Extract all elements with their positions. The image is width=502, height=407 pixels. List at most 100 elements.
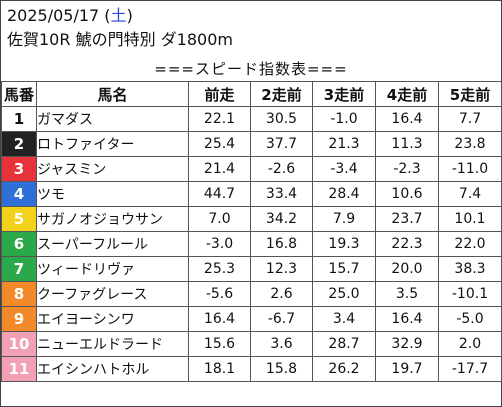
speed-index-value: 12.3: [250, 256, 313, 282]
speed-index-value: -5.0: [438, 306, 502, 332]
speed-index-value: -3.0: [188, 231, 251, 257]
speed-index-value: -1.0: [312, 106, 376, 132]
column-header-3-races-ago: 3走前: [312, 81, 376, 107]
speed-index-value: -6.7: [250, 306, 313, 332]
speed-index-value: 25.0: [312, 281, 376, 307]
speed-index-value: 25.4: [188, 131, 251, 157]
speed-index-value: 7.7: [438, 106, 502, 132]
column-header-last-race: 前走: [188, 81, 251, 107]
speed-index-value: 26.2: [312, 356, 376, 382]
table-row: 4 ツモ 44.7 33.4 28.4 10.6 7.4: [1, 181, 502, 207]
speed-index-value: 44.7: [188, 181, 251, 207]
column-header-2-races-ago: 2走前: [250, 81, 313, 107]
speed-index-value: 16.4: [375, 306, 439, 332]
speed-index-value: 16.4: [375, 106, 439, 132]
horse-number: 10: [1, 331, 37, 357]
speed-index-value: 16.4: [188, 306, 251, 332]
speed-index-value: 3.4: [312, 306, 376, 332]
horse-number: 5: [1, 206, 37, 232]
speed-index-value: 18.1: [188, 356, 251, 382]
horse-name: ニューエルドラード: [36, 331, 189, 357]
speed-index-value: 19.7: [375, 356, 439, 382]
horse-name: ツィードリヴァ: [36, 256, 189, 282]
header-row: 馬番 馬名 前走 2走前 3走前 4走前 5走前: [1, 81, 502, 107]
speed-index-value: 10.6: [375, 181, 439, 207]
race-info: 佐賀10R 鯱の門特別 ダ1800m: [7, 30, 233, 49]
horse-name: ガマダス: [36, 106, 189, 132]
speed-index-value: 15.6: [188, 331, 251, 357]
column-header-horse: 馬名: [36, 81, 189, 107]
speed-index-value: 2.0: [438, 331, 502, 357]
horse-name: ロトファイター: [36, 131, 189, 157]
speed-index-value: 25.3: [188, 256, 251, 282]
speed-index-value: 23.7: [375, 206, 439, 232]
horse-number: 2: [1, 131, 37, 157]
speed-index-value: 23.8: [438, 131, 502, 157]
speed-index-value: 28.7: [312, 331, 376, 357]
date-text: 2025/05/17: [7, 6, 100, 25]
speed-index-value: 20.0: [375, 256, 439, 282]
speed-index-table: 馬番 馬名 前走 2走前 3走前 4走前 5走前 1 ガマダス 22.1 30.5 -1…: [1, 81, 502, 382]
horse-number: 7: [1, 256, 37, 282]
horse-name: クーファグレース: [36, 281, 189, 307]
speed-index-value: 15.8: [250, 356, 313, 382]
horse-name: ジャスミン: [36, 156, 189, 182]
horse-name: ツモ: [36, 181, 189, 207]
column-header-4-races-ago: 4走前: [375, 81, 439, 107]
horse-number: 9: [1, 306, 37, 332]
horse-number: 6: [1, 231, 37, 257]
weekday-text: 土: [110, 6, 127, 25]
horse-number: 11: [1, 356, 37, 382]
speed-index-value: -10.1: [438, 281, 502, 307]
horse-name: スーパーフルール: [36, 231, 189, 257]
table-row: 10 ニューエルドラード 15.6 3.6 28.7 32.9 2.0: [1, 331, 502, 357]
speed-index-value: -2.6: [250, 156, 313, 182]
horse-name: エイシンハトホル: [36, 356, 189, 382]
speed-index-value: 7.9: [312, 206, 376, 232]
table-row: 1 ガマダス 22.1 30.5 -1.0 16.4 7.7: [1, 106, 502, 132]
speed-index-value: 3.6: [250, 331, 313, 357]
speed-index-value: 10.1: [438, 206, 502, 232]
speed-index-value: 30.5: [250, 106, 313, 132]
speed-index-value: 15.7: [312, 256, 376, 282]
speed-index-value: 21.3: [312, 131, 376, 157]
speed-index-value: 7.4: [438, 181, 502, 207]
horse-number: 1: [1, 106, 37, 132]
horse-name: エイヨーシンワ: [36, 306, 189, 332]
speed-index-value: 3.5: [375, 281, 439, 307]
speed-index-value: -11.0: [438, 156, 502, 182]
speed-index-value: -3.4: [312, 156, 376, 182]
horse-number: 8: [1, 281, 37, 307]
speed-index-value: 32.9: [375, 331, 439, 357]
table-row: 9 エイヨーシンワ 16.4 -6.7 3.4 16.4 -5.0: [1, 306, 502, 332]
table-row: 5 サガノオジョウサン 7.0 34.2 7.9 23.7 10.1: [1, 206, 502, 232]
speed-index-value: 7.0: [188, 206, 251, 232]
horse-number: 3: [1, 156, 37, 182]
speed-index-value: 28.4: [312, 181, 376, 207]
speed-index-value: -5.6: [188, 281, 251, 307]
speed-index-value: 11.3: [375, 131, 439, 157]
table-row: 2 ロトファイター 25.4 37.7 21.3 11.3 23.8: [1, 131, 502, 157]
column-header-number: 馬番: [1, 81, 37, 107]
speed-index-value: 2.6: [250, 281, 313, 307]
speed-index-value: 22.3: [375, 231, 439, 257]
speed-index-value: 37.7: [250, 131, 313, 157]
speed-index-value: 33.4: [250, 181, 313, 207]
race-date: 2025/05/17 (土): [7, 6, 133, 25]
table-row: 7 ツィードリヴァ 25.3 12.3 15.7 20.0 38.3: [1, 256, 502, 282]
speed-index-value: 19.3: [312, 231, 376, 257]
horse-number: 4: [1, 181, 37, 207]
speed-index-value: 38.3: [438, 256, 502, 282]
speed-index-value: 21.4: [188, 156, 251, 182]
speed-index-value: 16.8: [250, 231, 313, 257]
column-header-5-races-ago: 5走前: [438, 81, 502, 107]
sheet-title: ===スピード指数表===: [154, 60, 348, 78]
table-row: 11 エイシンハトホル 18.1 15.8 26.2 19.7 -17.7: [1, 356, 502, 382]
speed-index-value: 22.1: [188, 106, 251, 132]
table-row: 6 スーパーフルール -3.0 16.8 19.3 22.3 22.0: [1, 231, 502, 257]
horse-name: サガノオジョウサン: [36, 206, 189, 232]
speed-index-value: -17.7: [438, 356, 502, 382]
table-row: 8 クーファグレース -5.6 2.6 25.0 3.5 -10.1: [1, 281, 502, 307]
table-row: 3 ジャスミン 21.4 -2.6 -3.4 -2.3 -11.0: [1, 156, 502, 182]
